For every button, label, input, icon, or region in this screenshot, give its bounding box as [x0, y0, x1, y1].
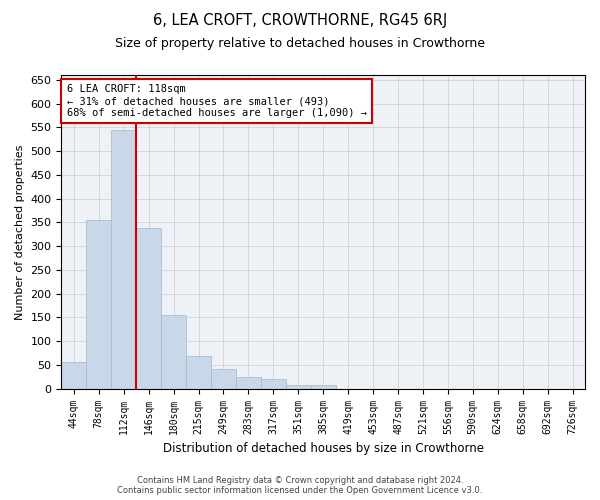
Bar [186, 356, 211, 388]
Text: 6, LEA CROFT, CROWTHORNE, RG45 6RJ: 6, LEA CROFT, CROWTHORNE, RG45 6RJ [153, 12, 447, 28]
Text: Contains HM Land Registry data © Crown copyright and database right 2024.
Contai: Contains HM Land Registry data © Crown c… [118, 476, 482, 495]
Bar [236, 377, 261, 388]
Bar [86, 220, 111, 388]
Bar [286, 385, 311, 388]
Bar [111, 130, 136, 388]
Bar [261, 379, 286, 388]
Bar [211, 368, 236, 388]
X-axis label: Distribution of detached houses by size in Crowthorne: Distribution of detached houses by size … [163, 442, 484, 455]
Bar [136, 228, 161, 388]
Bar [161, 315, 186, 388]
Text: 6 LEA CROFT: 118sqm
← 31% of detached houses are smaller (493)
68% of semi-detac: 6 LEA CROFT: 118sqm ← 31% of detached ho… [67, 84, 367, 117]
Bar [61, 362, 86, 388]
Text: Size of property relative to detached houses in Crowthorne: Size of property relative to detached ho… [115, 38, 485, 51]
Bar [311, 385, 335, 388]
Y-axis label: Number of detached properties: Number of detached properties [15, 144, 25, 320]
